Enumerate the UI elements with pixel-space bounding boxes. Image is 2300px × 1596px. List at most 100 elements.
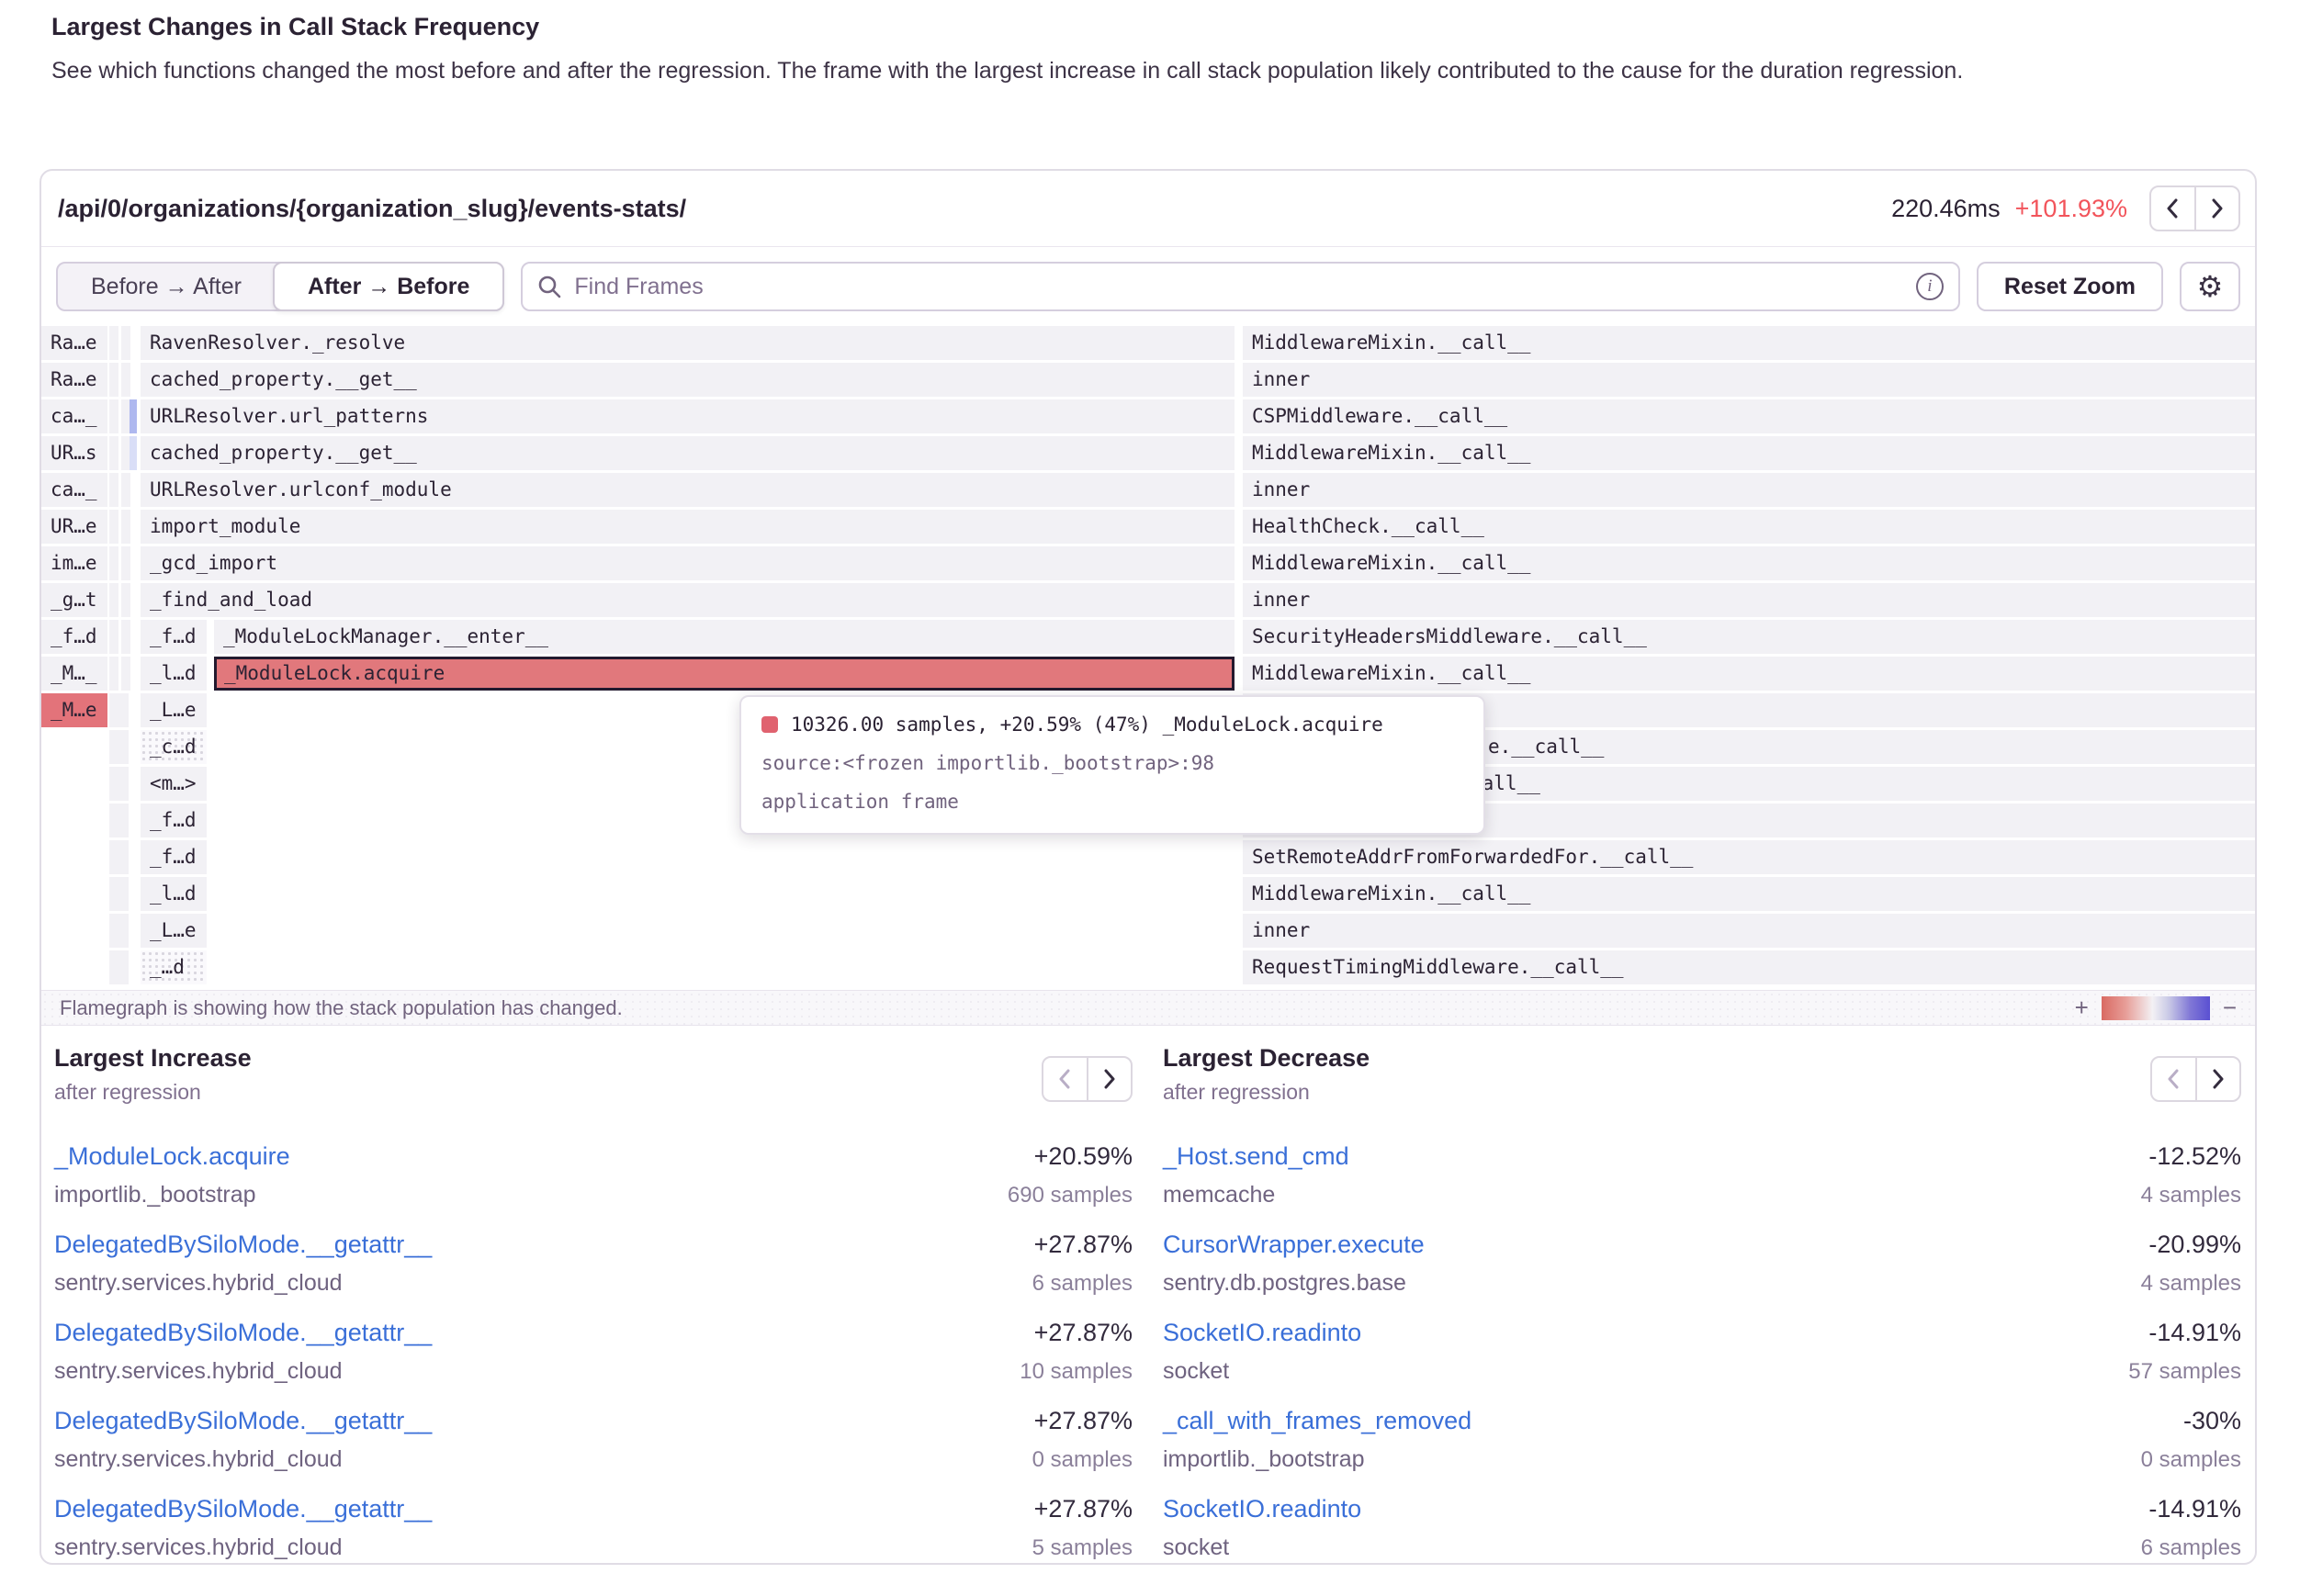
flame-frame-cell[interactable] — [109, 399, 118, 433]
function-link[interactable]: SocketIO.readinto — [1163, 1319, 1362, 1346]
flame-frame-cell[interactable]: _g…t — [41, 583, 107, 617]
flame-frame-cell[interactable]: MiddlewareMixin.__call__ — [1243, 436, 2255, 470]
flame-frame-cell[interactable]: SecurityHeadersMiddleware.__call__ — [1243, 620, 2255, 654]
decrease-next-button[interactable] — [2194, 1058, 2240, 1100]
flame-frame-cell[interactable]: _f…d — [41, 620, 107, 654]
flame-frame-cell[interactable] — [109, 877, 129, 911]
percent-change: -12.52% — [2148, 1142, 2241, 1170]
flame-frame-cell[interactable]: _ModuleLockManager.__enter__ — [214, 620, 1235, 654]
flame-frame-cell[interactable] — [109, 583, 118, 617]
flame-frame-cell[interactable]: MiddlewareMixin.__call__ — [1243, 877, 2255, 911]
flame-frame-cell[interactable]: cached_property.__get__ — [141, 363, 1235, 397]
flame-frame-cell[interactable]: CSPMiddleware.__call__ — [1243, 399, 2255, 433]
flame-frame-cell[interactable] — [121, 363, 130, 397]
flame-frame-cell[interactable]: _gcd_import — [141, 546, 1235, 580]
flame-frame-cell[interactable]: SetRemoteAddrFromForwardedFor.__call__ — [1243, 840, 2255, 874]
info-icon[interactable]: i — [1915, 273, 1944, 300]
flame-frame-cell[interactable]: _c…d — [141, 730, 207, 764]
flame-frame-cell[interactable]: _f…d — [141, 804, 207, 837]
flame-frame-cell[interactable] — [109, 510, 118, 544]
function-link[interactable]: CursorWrapper.execute — [1163, 1231, 1425, 1258]
flame-frame-cell[interactable]: UR…s — [41, 436, 107, 470]
function-link[interactable]: _call_with_frames_removed — [1163, 1407, 1472, 1434]
flame-frame-cell[interactable]: import_module — [141, 510, 1235, 544]
flame-frame-cell[interactable] — [109, 767, 129, 801]
flame-frame-cell[interactable]: RequestTimingMiddleware.__call__ — [1243, 950, 2255, 984]
flame-frame-cell[interactable] — [109, 840, 129, 874]
flame-frame-cell[interactable]: _f…d — [141, 620, 207, 654]
reset-zoom-button[interactable]: Reset Zoom — [1976, 262, 2163, 311]
function-link[interactable]: DelegatedBySiloMode.__getattr__ — [54, 1407, 433, 1434]
flame-frame-cell[interactable] — [121, 326, 130, 360]
decrease-prev-button[interactable] — [2152, 1058, 2195, 1100]
flame-frame-cell[interactable] — [109, 950, 129, 984]
flame-frame-cell[interactable]: _M…e — [41, 693, 107, 727]
prev-endpoint-button[interactable] — [2151, 187, 2194, 230]
flame-frame-cell[interactable]: _M…_ — [41, 657, 107, 691]
increase-next-button[interactable] — [1086, 1058, 1132, 1100]
flame-frame-cell[interactable]: _L…e — [141, 914, 207, 948]
flame-frame-cell[interactable]: _f…d — [141, 840, 207, 874]
function-link[interactable]: DelegatedBySiloMode.__getattr__ — [54, 1319, 433, 1346]
flame-frame-cell[interactable]: cached_property.__get__ — [141, 436, 1235, 470]
flame-frame-cell[interactable] — [109, 546, 118, 580]
flame-frame-cell[interactable] — [109, 326, 118, 360]
flame-frame-cell[interactable]: MiddlewareMixin.__call__ — [1243, 546, 2255, 580]
flame-frame-cell[interactable]: inner — [1243, 583, 2255, 617]
flame-frame-cell[interactable]: _ModuleLock.acquire — [214, 657, 1235, 691]
toggle-after-before[interactable]: After → Before — [272, 262, 505, 311]
flame-frame-cell[interactable]: im…e — [41, 546, 107, 580]
flame-frame-cell[interactable]: URLResolver.url_patterns — [141, 399, 1235, 433]
flame-frame-cell[interactable] — [109, 620, 118, 654]
flame-frame-cell[interactable]: inner — [1243, 363, 2255, 397]
increase-prev-button[interactable] — [1043, 1058, 1087, 1100]
duration-value: 220.46ms — [1891, 194, 2001, 222]
flame-frame-cell[interactable]: UR…e — [41, 510, 107, 544]
flame-frame-cell[interactable] — [121, 620, 130, 654]
flame-frame-cell[interactable] — [121, 399, 130, 433]
flame-frame-cell[interactable]: inner — [1243, 473, 2255, 507]
flame-frame-cell[interactable] — [109, 657, 118, 691]
flame-frame-cell[interactable] — [109, 804, 129, 837]
flame-frame-cell[interactable] — [109, 730, 129, 764]
flame-frame-cell[interactable] — [121, 436, 130, 470]
flame-frame-cell[interactable]: <m…> — [141, 767, 207, 801]
flame-frame-cell[interactable] — [121, 657, 130, 691]
flame-frame-cell[interactable] — [109, 914, 129, 948]
flame-frame-cell[interactable]: RavenResolver._resolve — [141, 326, 1235, 360]
flame-frame-cell[interactable]: _find_and_load — [141, 583, 1235, 617]
flame-frame-cell[interactable]: ca…_ — [41, 399, 107, 433]
flame-frame-cell[interactable]: Ra…e — [41, 363, 107, 397]
flame-frame-cell[interactable] — [121, 510, 130, 544]
flame-frame-cell[interactable] — [121, 583, 130, 617]
toggle-before-after[interactable]: Before → After — [91, 273, 242, 299]
flame-frame-cell[interactable]: inner — [1243, 914, 2255, 948]
flame-frame-cell[interactable]: _L…e — [141, 693, 207, 727]
tooltip-source: source:<frozen importlib._bootstrap>:98 — [761, 752, 1215, 774]
flame-frame-cell[interactable]: MiddlewareMixin.__call__ — [1243, 657, 2255, 691]
flamegraph[interactable]: Ra…e RavenResolver._resolve MiddlewareMixi… — [41, 326, 2255, 990]
function-link[interactable]: _Host.send_cmd — [1163, 1142, 1349, 1170]
function-link[interactable]: SocketIO.readinto — [1163, 1495, 1362, 1523]
flame-frame-cell[interactable]: ca…_ — [41, 473, 107, 507]
next-endpoint-button[interactable] — [2193, 187, 2239, 230]
flame-frame-cell[interactable]: _l…d — [141, 657, 207, 691]
search-input[interactable] — [572, 272, 1916, 301]
flame-frame-cell[interactable]: _…d — [141, 950, 207, 984]
flame-frame-cell[interactable] — [109, 693, 129, 727]
flame-frame-cell[interactable] — [121, 473, 130, 507]
largest-increase-column: Largest Increase after regression _Modul… — [54, 1026, 1133, 1566]
settings-button[interactable]: ⚙ — [2180, 262, 2240, 311]
flame-frame-cell[interactable] — [109, 473, 118, 507]
function-link[interactable]: _ModuleLock.acquire — [54, 1142, 290, 1170]
flame-frame-cell[interactable]: MiddlewareMixin.__call__ — [1243, 326, 2255, 360]
flame-frame-cell[interactable]: HealthCheck.__call__ — [1243, 510, 2255, 544]
function-link[interactable]: DelegatedBySiloMode.__getattr__ — [54, 1231, 433, 1258]
flame-frame-cell[interactable] — [109, 436, 118, 470]
flame-frame-cell[interactable] — [121, 546, 130, 580]
flame-frame-cell[interactable] — [109, 363, 118, 397]
flame-frame-cell[interactable]: URLResolver.urlconf_module — [141, 473, 1235, 507]
function-link[interactable]: DelegatedBySiloMode.__getattr__ — [54, 1495, 433, 1523]
flame-frame-cell[interactable]: Ra…e — [41, 326, 107, 360]
flame-frame-cell[interactable]: _l…d — [141, 877, 207, 911]
